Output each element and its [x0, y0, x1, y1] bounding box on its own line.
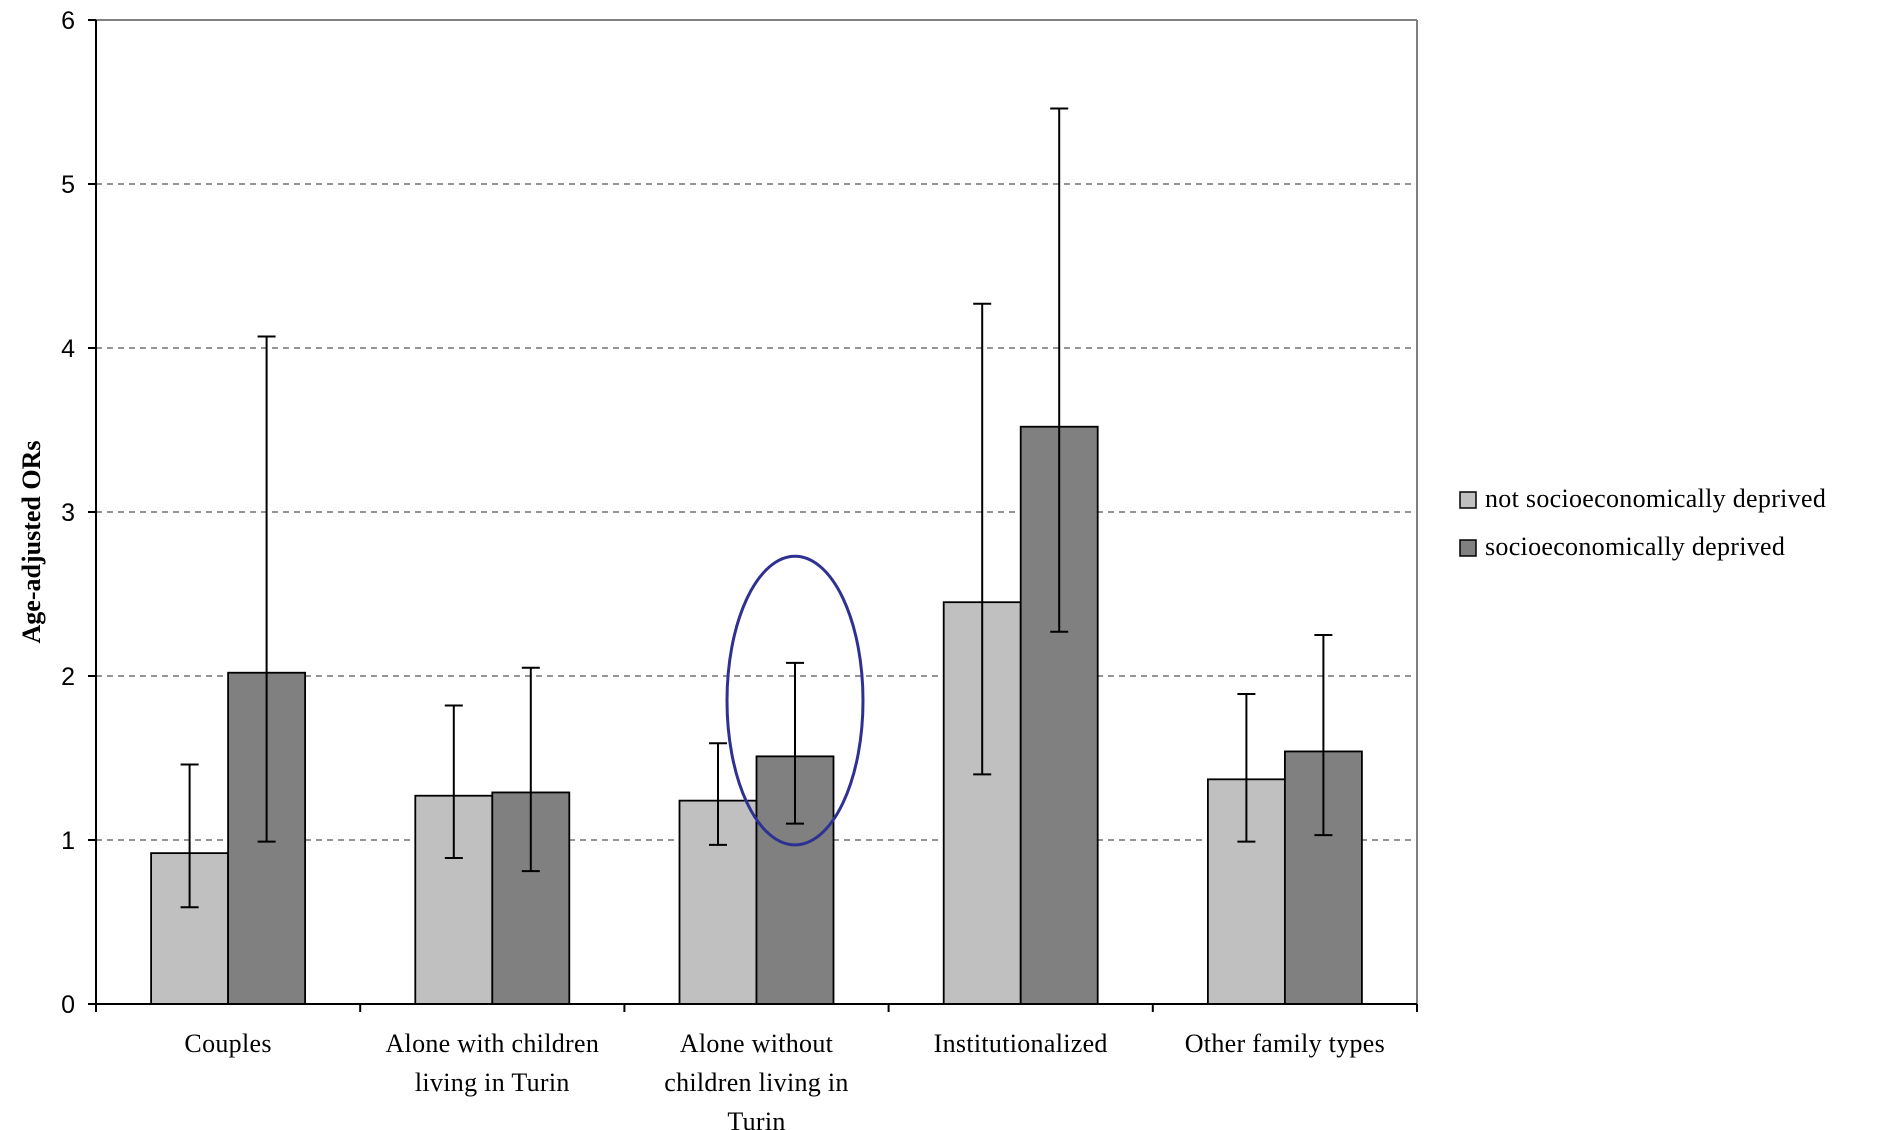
y-tick-label: 4: [61, 335, 75, 363]
legend-swatch: [1459, 491, 1477, 509]
legend-label: socioeconomically deprived: [1485, 532, 1785, 561]
x-category-label: Other family types: [1185, 1029, 1385, 1058]
error-bar: [709, 742, 727, 846]
error-bar: [1314, 634, 1333, 837]
gridlines: [96, 183, 1417, 841]
error-bar: [973, 302, 992, 776]
error-bar: [521, 666, 540, 873]
legend-swatch: [1459, 539, 1477, 557]
legend-label: not socioeconomically deprived: [1485, 484, 1826, 513]
bars: [150, 425, 1363, 1005]
y-tick-label: 2: [61, 663, 75, 691]
x-category-label: Couples: [184, 1029, 271, 1058]
y-tick-label: 3: [61, 499, 75, 527]
y-axis-title: Age-adjusted ORs: [17, 441, 46, 644]
x-category-labels: Couples Alone with children living in Turi…: [184, 1029, 1385, 1130]
legend-item: not socioeconomically deprived: [1459, 484, 1826, 513]
axes: [88, 19, 1418, 1012]
error-bar: [786, 661, 804, 825]
y-tick-label: 5: [61, 171, 75, 199]
error-bar: [1050, 107, 1069, 633]
error-bar: [1237, 693, 1256, 843]
error-bar: [444, 704, 463, 860]
y-tick-label: 0: [61, 991, 75, 1019]
annotations: [725, 554, 865, 847]
error-bar: [180, 763, 199, 909]
y-tick-label: 6: [61, 7, 75, 35]
legend-item: socioeconomically deprived: [1459, 532, 1785, 561]
error-bars: [180, 107, 1333, 909]
highlight-ellipse: [725, 554, 865, 847]
x-category-label: Alone with children living in Turin: [385, 1029, 599, 1097]
y-tick-labels: 0 1 2 3 4 5 6: [61, 7, 75, 1019]
y-tick-label: 1: [61, 827, 75, 855]
x-category-label: Alone without children living in Turin: [664, 1029, 848, 1130]
x-category-label: Institutionalized: [934, 1029, 1108, 1058]
legend: not socioeconomically deprived socioecono…: [1459, 484, 1826, 561]
error-bar: [257, 335, 276, 843]
